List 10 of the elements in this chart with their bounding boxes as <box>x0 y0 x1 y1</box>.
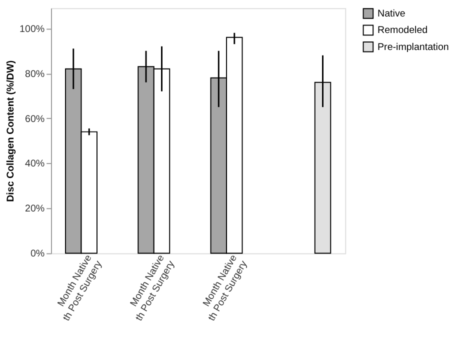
y-tick-label: 80% <box>25 68 45 80</box>
y-tick-label: 0% <box>30 248 45 260</box>
y-tick-label: 20% <box>25 204 45 215</box>
legend-label: Native <box>378 8 406 20</box>
y-tick-label: 40% <box>25 158 45 170</box>
y-tick-label: 60% <box>25 114 45 125</box>
legend-label: Remodeled <box>378 25 428 36</box>
y-tick-label: 100% <box>20 24 45 35</box>
y-axis-title: Disc Collagen Content (%/DW) <box>6 60 17 202</box>
legend-label: Pre-implantation <box>378 42 449 53</box>
